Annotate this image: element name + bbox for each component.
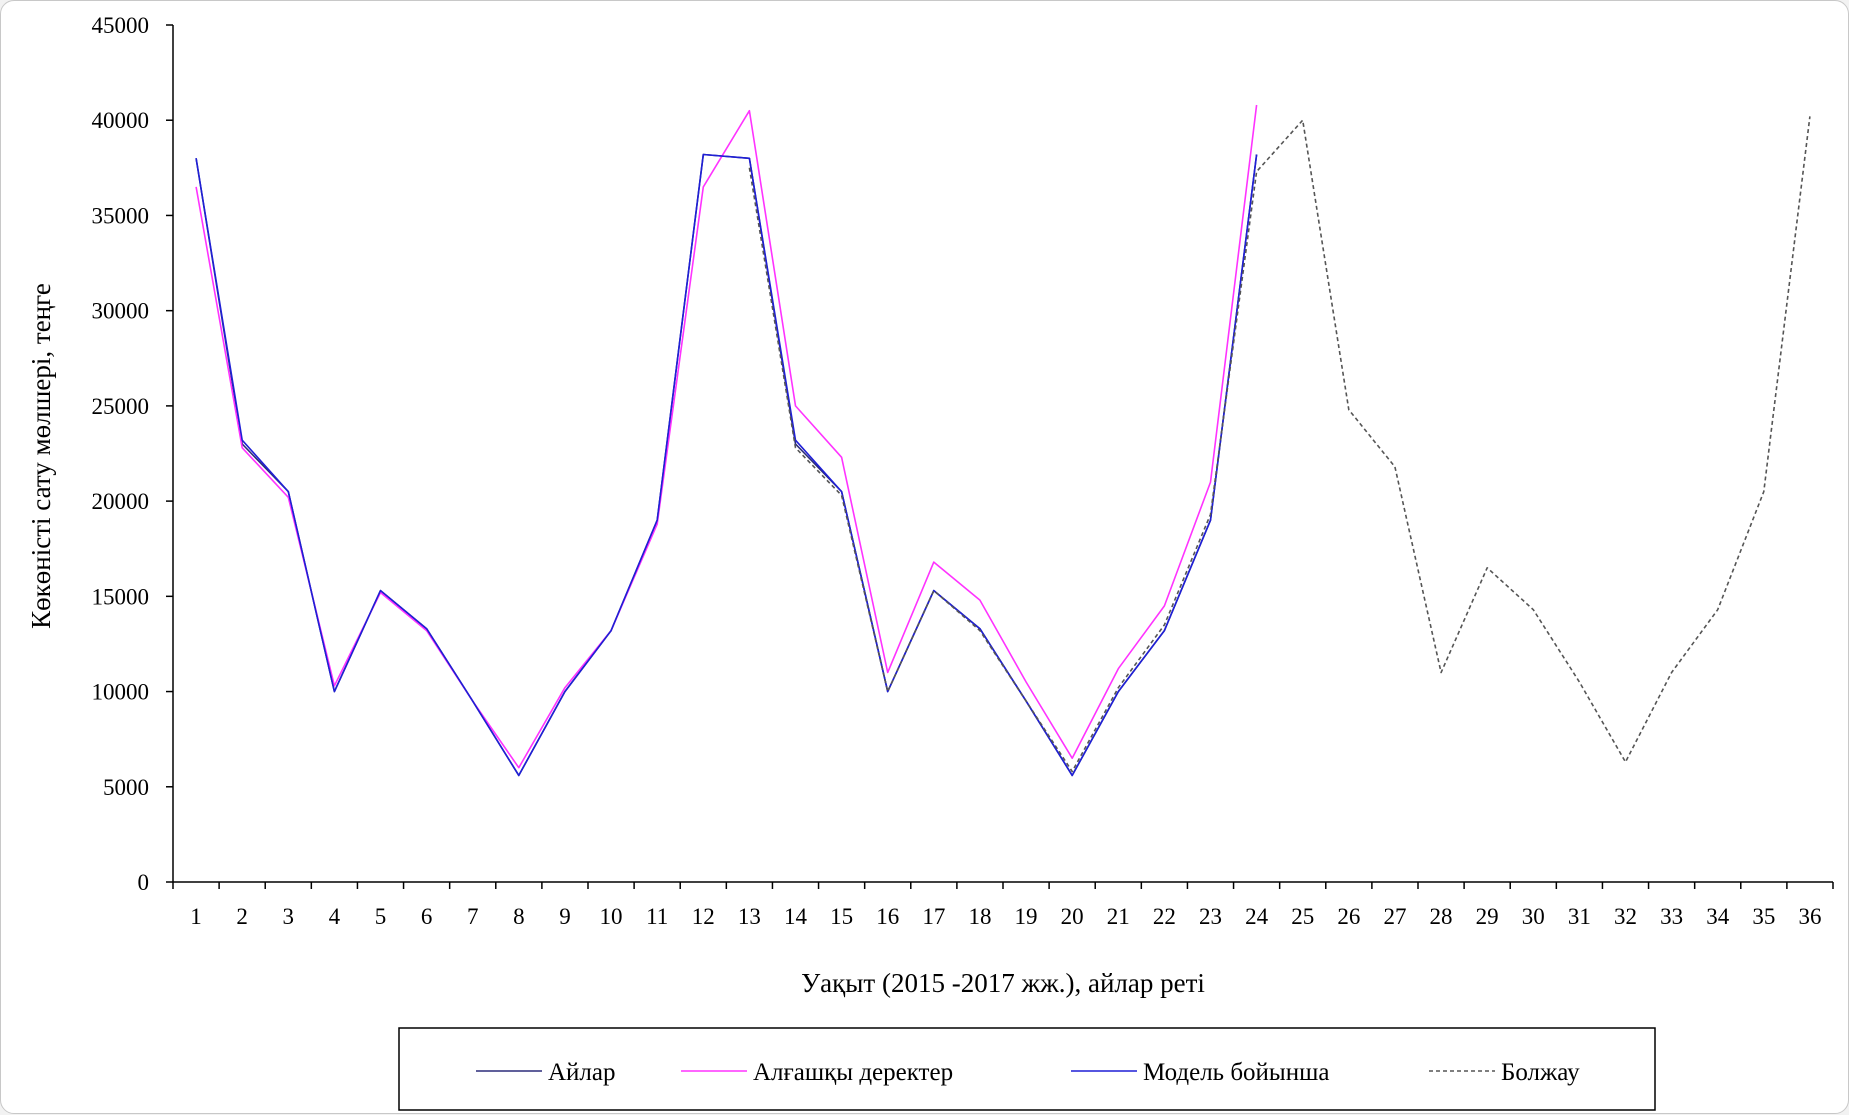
series-line-2 — [195, 153, 1258, 777]
x-tick-label: 28 — [1430, 904, 1453, 929]
x-tick-label: 20 — [1061, 904, 1084, 929]
y-tick-label: 0 — [138, 870, 150, 895]
y-tick-label: 5000 — [103, 775, 149, 800]
y-tick-label: 15000 — [92, 584, 150, 609]
legend-box — [398, 1027, 1656, 1111]
series-lines — [195, 104, 1811, 777]
x-tick-label: 16 — [876, 904, 899, 929]
x-tick-label: 10 — [600, 904, 623, 929]
x-tick-label: 9 — [559, 904, 571, 929]
legend: Айлар Алғашқы деректер Модель бойынша Болжа… — [398, 1027, 1656, 1111]
x-tick-label: 11 — [646, 904, 668, 929]
x-tick-label: 26 — [1337, 904, 1360, 929]
x-tick-label: 25 — [1291, 904, 1314, 929]
x-tick-label: 7 — [467, 904, 479, 929]
x-tick-label: 4 — [329, 904, 341, 929]
y-axis-title: Көкөністі сату мөлшері, теңге — [26, 283, 56, 629]
x-tick-label: 1 — [190, 904, 202, 929]
legend-label-2: Модель бойынша — [1143, 1059, 1329, 1086]
x-tick-label: 32 — [1614, 904, 1637, 929]
series-line-3 — [748, 116, 1811, 773]
x-tick-label: 14 — [784, 904, 808, 929]
x-tick-label: 23 — [1199, 904, 1222, 929]
y-tick-label: 30000 — [92, 299, 150, 324]
x-tick-label: 18 — [968, 904, 991, 929]
y-tick-label: 25000 — [92, 394, 150, 419]
x-tick-label: 5 — [375, 904, 387, 929]
x-tick-label: 15 — [830, 904, 853, 929]
x-tick-label: 8 — [513, 904, 525, 929]
x-tick-label: 34 — [1706, 904, 1730, 929]
legend-label-1: Алғашқы деректер — [753, 1059, 953, 1086]
x-tick-label: 21 — [1107, 904, 1130, 929]
x-tick-label: 3 — [283, 904, 295, 929]
x-tick-label: 24 — [1245, 904, 1269, 929]
series-line-0 — [195, 153, 1258, 777]
axes: 0 5000 10000 15000 20000 25000 30000 35000 40000… — [92, 13, 1834, 929]
x-tick-label: 33 — [1660, 904, 1683, 929]
x-tick-label: 13 — [738, 904, 761, 929]
x-tick-label: 6 — [421, 904, 433, 929]
x-tick-label: 12 — [692, 904, 715, 929]
x-tick-label: 19 — [1015, 904, 1038, 929]
y-tick-label: 10000 — [92, 680, 150, 705]
x-tick-label: 17 — [922, 904, 945, 929]
x-tick-label: 30 — [1522, 904, 1545, 929]
x-tick-label: 22 — [1153, 904, 1176, 929]
legend-label-3: Болжау — [1501, 1059, 1580, 1086]
series-line-1 — [195, 104, 1258, 769]
legend-label-0: Айлар — [548, 1059, 616, 1086]
y-tick-label: 40000 — [92, 108, 150, 133]
y-tick-label: 45000 — [92, 13, 150, 38]
x-tick-label: 27 — [1383, 904, 1406, 929]
x-tick-label: 2 — [236, 904, 248, 929]
x-tick-label: 31 — [1568, 904, 1591, 929]
x-tick-label: 35 — [1752, 904, 1775, 929]
x-axis-title: Уақыт (2015 -2017 жж.), айлар реті — [801, 968, 1205, 998]
x-tick-label: 36 — [1798, 904, 1821, 929]
x-tick-label: 29 — [1476, 904, 1499, 929]
y-tick-label: 20000 — [92, 489, 150, 514]
y-tick-label: 35000 — [92, 203, 150, 228]
